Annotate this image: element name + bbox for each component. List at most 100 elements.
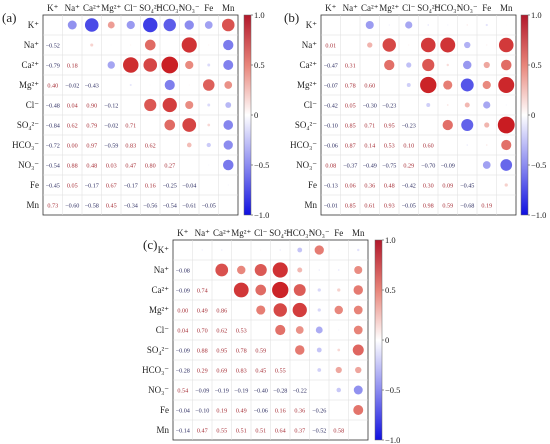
- corr-value: −0.28: [176, 368, 190, 375]
- corr-value: 0.05: [67, 183, 78, 190]
- corr-circle: [295, 326, 304, 334]
- corr-value: −0.58: [85, 203, 99, 210]
- col-label: Na⁺: [65, 3, 80, 13]
- corr-circle: [143, 58, 158, 72]
- corr-value: −0.23: [402, 123, 416, 130]
- corr-value: −0.45: [46, 183, 60, 190]
- corr-value: 0.53: [384, 143, 395, 150]
- corr-circle: [223, 120, 234, 130]
- corr-value: 0.79: [86, 123, 97, 130]
- corr-circle: [337, 269, 340, 271]
- panel-c-row-labels: K⁺ Na⁺ Ca²⁺ Mg²⁺ Cl⁻ SO₄²⁻ HCO₃⁻ NO₃⁻ Fe Mn: [142, 245, 169, 435]
- corr-value: 0.78: [236, 348, 247, 355]
- corr-circle: [466, 144, 469, 146]
- row-label: Mg²⁺: [149, 305, 169, 315]
- corr-circle: [215, 263, 229, 277]
- corr-value: −0.19: [215, 388, 229, 395]
- corr-value: 0.83: [236, 368, 247, 375]
- corr-value: −0.70: [421, 163, 435, 170]
- corr-circle: [223, 140, 233, 150]
- corr-value: 0.27: [164, 163, 175, 170]
- corr-circle: [483, 61, 490, 69]
- corr-circle: [334, 305, 343, 315]
- corr-circle: [365, 20, 374, 30]
- corr-value: −0.13: [324, 183, 338, 190]
- corr-value: −0.72: [46, 143, 60, 150]
- colorbar-tick-label: 0: [385, 335, 389, 345]
- corr-value: 0.45: [106, 203, 117, 210]
- corr-circle: [352, 344, 364, 356]
- panel-a: (a) −0.52 −0.79 0.18 0.40 −0.02 −0.43 −0.48 0.0…: [2, 3, 269, 220]
- corr-circle: [110, 44, 112, 46]
- corr-value: 0.19: [481, 203, 492, 210]
- corr-circle: [466, 24, 468, 26]
- col-label: Ca²⁺: [83, 3, 101, 13]
- corr-value: −0.28: [273, 388, 287, 395]
- row-label: NO₃⁻: [18, 160, 39, 170]
- corr-value: 0.19: [216, 408, 227, 415]
- corr-circle: [317, 288, 321, 292]
- corr-circle: [272, 281, 289, 299]
- corr-circle: [206, 142, 211, 148]
- corr-circle: [408, 44, 410, 46]
- corr-circle: [315, 326, 323, 334]
- corr-circle: [427, 24, 430, 26]
- colorbar-tick-label: −0.5: [531, 160, 546, 170]
- corr-circle: [220, 249, 223, 251]
- panel-c-col-labels: K⁺ Na⁺ Ca²⁺ Mg²⁺ Cl⁻ SO₄²⁻HCO₃⁻NO₃⁻ Fe Mn: [177, 228, 365, 238]
- col-label: Mg²⁺: [101, 3, 121, 13]
- corr-circle: [422, 58, 435, 72]
- colorbar-c-bar: [374, 239, 383, 441]
- row-label: Ca²⁺: [152, 285, 170, 295]
- corr-value: 0.06: [345, 183, 356, 190]
- corr-circle: [316, 347, 322, 353]
- corr-circle: [273, 303, 287, 317]
- corr-value: 0.98: [423, 203, 434, 210]
- corr-circle: [275, 324, 286, 336]
- corr-circle: [204, 21, 213, 29]
- panel-c: (c) −0.08 −0.09 0.74 0.00 0.49 0.86 0.04 0.70 0.…: [142, 228, 400, 444]
- corr-circle: [420, 37, 436, 53]
- colorbar-tick-label: −0.5: [254, 160, 269, 170]
- corr-circle: [207, 63, 211, 67]
- row-label: HCO₃⁻: [142, 365, 169, 375]
- corr-value: −0.09: [176, 288, 190, 295]
- panel-label-c: (c): [143, 237, 157, 252]
- corr-circle: [130, 44, 132, 46]
- corr-value: 0.93: [384, 203, 395, 210]
- corr-circle: [405, 21, 413, 29]
- corr-value: 0.08: [325, 163, 336, 170]
- corr-value: 0.87: [345, 143, 356, 150]
- corr-value: 0.49: [197, 308, 208, 315]
- col-label: Ca²⁺: [213, 228, 231, 238]
- corr-circle: [464, 41, 471, 49]
- corr-value: −0.34: [124, 203, 138, 210]
- row-label: SO₄²⁻: [17, 120, 39, 130]
- corr-value: 0.59: [442, 203, 453, 210]
- corr-value: 0.10: [403, 143, 414, 150]
- row-label: SO₄²⁻: [147, 345, 169, 355]
- panel-b-col-labels: K⁺ Na⁺ Ca²⁺ Mg²⁺ Cl⁻ SO₄²⁻HCO₃⁻NO₃⁻ Fe Mn: [325, 3, 513, 13]
- corr-circle: [388, 24, 390, 26]
- panel-a-row-labels: K⁺ Na⁺ Ca²⁺ Mg²⁺ Cl⁻ SO₄²⁻ HCO₃⁻ NO₃⁻ Fe Mn: [12, 20, 39, 210]
- corr-value: −0.60: [65, 203, 79, 210]
- corr-value: 0.09: [442, 183, 453, 190]
- corr-circle: [335, 366, 342, 374]
- corr-value: 0.71: [125, 123, 136, 130]
- corr-circle: [224, 81, 233, 89]
- corr-value: 0.60: [423, 143, 434, 150]
- corr-value: 0.73: [47, 203, 58, 210]
- corr-value: 0.30: [423, 183, 434, 190]
- corr-circle: [254, 263, 267, 277]
- corr-value: −0.10: [195, 408, 209, 415]
- corr-value: −0.19: [234, 388, 248, 395]
- corr-value: −0.17: [124, 183, 138, 190]
- corr-value: −0.25: [163, 183, 177, 190]
- corr-value: 0.55: [216, 428, 227, 435]
- corr-circle: [90, 43, 94, 47]
- corr-value: 0.55: [275, 368, 286, 375]
- corr-value: −0.45: [460, 183, 474, 190]
- corr-circle: [318, 269, 321, 271]
- row-label: Na⁺: [154, 265, 169, 275]
